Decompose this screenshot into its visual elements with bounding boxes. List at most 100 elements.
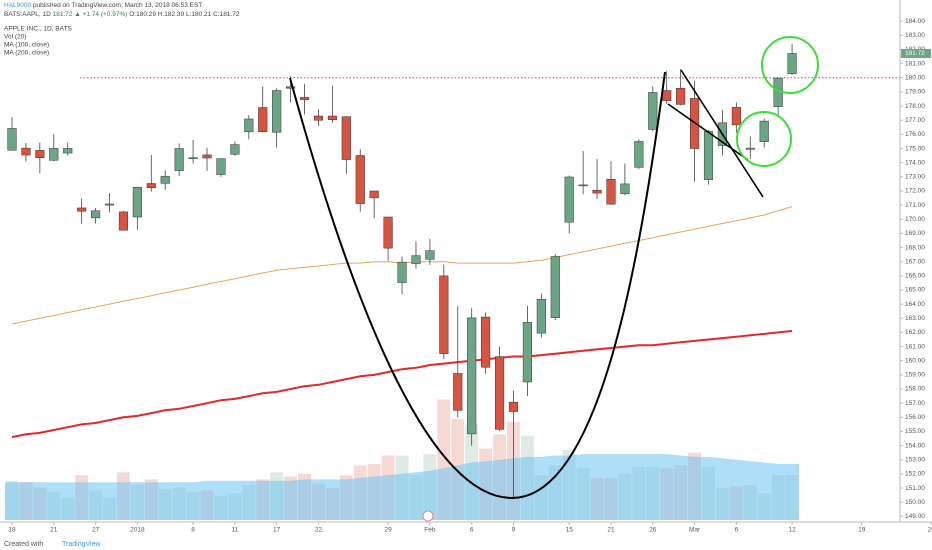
legend-entry: MA (100, close) xyxy=(4,42,49,49)
candle-body xyxy=(536,299,546,334)
candle-body xyxy=(676,88,686,105)
candle-body xyxy=(202,154,212,159)
y-tick-label: 154.00 xyxy=(905,442,925,449)
y-tick-label: 184.00 xyxy=(905,18,925,25)
x-tick-label: 9 xyxy=(512,527,516,534)
y-tick-label: 161.00 xyxy=(905,343,925,350)
x-tick-label: 8 xyxy=(191,527,195,534)
volume-ma-area xyxy=(5,454,800,520)
y-tick-label: 160.00 xyxy=(905,357,925,364)
last-price-label: 181.72 xyxy=(905,50,925,57)
candle-body xyxy=(481,316,491,368)
y-tick-label: 174.00 xyxy=(905,159,925,166)
axes: 149.00 150.00 151.00 152.00 153.00 154.00 155.… xyxy=(0,0,932,534)
y-tick-label: 180.00 xyxy=(905,75,925,82)
y-tick-label: 173.00 xyxy=(905,174,925,181)
y-tick-label: 158.00 xyxy=(905,386,925,393)
x-tick-label: 22 xyxy=(315,527,323,534)
y-tick-label: 164.00 xyxy=(905,301,925,308)
x-tick-label: 21 xyxy=(607,527,615,534)
y-tick-label: 152.00 xyxy=(905,471,925,478)
candle-body xyxy=(77,207,87,212)
y-tick-label: 159.00 xyxy=(905,372,925,379)
candle-body xyxy=(216,158,226,175)
x-tick-label: 29 xyxy=(384,527,392,534)
candle-body xyxy=(49,148,59,161)
y-tick-label: 157.00 xyxy=(905,400,925,407)
x-tick-label: 17 xyxy=(273,527,281,534)
published-note: published on TradingView.com, March 13, … xyxy=(33,2,202,9)
y-tick-label: 150.00 xyxy=(905,499,925,506)
y-tick-label: 175.00 xyxy=(905,145,925,152)
y-tick-label: 165.00 xyxy=(905,287,925,294)
candle-body xyxy=(118,211,129,231)
x-tick-label: 27 xyxy=(92,527,100,534)
candle-body xyxy=(745,147,755,150)
x-tick-label: Mar xyxy=(689,527,701,534)
candle-body xyxy=(63,148,73,154)
candle-body xyxy=(731,107,741,126)
candle-body xyxy=(550,256,560,318)
candle-body xyxy=(508,401,519,412)
x-tick-label: 12 xyxy=(788,527,796,534)
candle-body xyxy=(35,150,45,158)
x-tick-label: 18 xyxy=(8,527,16,534)
publisher-name: HAL9000 xyxy=(4,2,31,9)
candle-body xyxy=(160,176,170,184)
publisher: HAL9000 published on TradingView.com, Ma… xyxy=(4,2,202,9)
candle-body xyxy=(91,210,101,219)
candle-body xyxy=(369,190,379,199)
y-tick-label: 172.00 xyxy=(905,188,925,195)
highlight-circle xyxy=(736,111,792,167)
candle-body xyxy=(21,147,31,156)
x-tick-label: 19 xyxy=(858,527,866,534)
candle-body xyxy=(313,115,324,121)
candle-body xyxy=(258,107,268,132)
indicators xyxy=(5,77,900,520)
y-tick-label: 178.00 xyxy=(905,103,925,110)
chart-title: APPLE INC., 1D, BATS xyxy=(4,26,72,33)
x-tick-label: 6 xyxy=(470,527,474,534)
candle-body xyxy=(7,128,17,151)
candle-body xyxy=(146,183,156,188)
cup-drawing xyxy=(289,71,666,500)
y-tick-label: 166.00 xyxy=(905,273,925,280)
y-tick-label: 149.00 xyxy=(905,513,925,520)
candle-body xyxy=(634,141,644,168)
last-price-box xyxy=(901,48,931,58)
y-tick-label: 177.00 xyxy=(905,117,925,124)
x-tick-label: 21 xyxy=(50,527,58,534)
y-tick-label: 169.00 xyxy=(905,230,925,237)
y-tick-label: 162.00 xyxy=(905,329,925,336)
x-tick-label: 15 xyxy=(566,527,574,534)
y-tick-label: 163.00 xyxy=(905,315,925,322)
candle-body xyxy=(787,53,797,74)
last: 181.72 xyxy=(53,11,73,18)
candle-body xyxy=(439,275,449,354)
legend-entry: Vol (20) xyxy=(4,34,26,41)
legend-entry: MA (200, close) xyxy=(4,50,49,57)
candle-body xyxy=(244,118,254,133)
y-tick-label: 179.00 xyxy=(905,89,925,96)
candle-body xyxy=(397,261,407,283)
candle-body xyxy=(703,131,714,180)
footer-created: Created with xyxy=(4,541,43,548)
candle-body xyxy=(327,115,337,120)
x-tick-label: 11 xyxy=(232,527,239,534)
x-tick-label: Feb xyxy=(424,527,436,534)
y-tick-label: 183.00 xyxy=(905,32,925,39)
x-tick-label: 26 xyxy=(649,527,657,534)
candle-body xyxy=(341,116,351,160)
ma-line xyxy=(11,330,793,439)
candle-body xyxy=(104,203,115,206)
y-tick-label: 155.00 xyxy=(905,428,925,435)
candle-body xyxy=(578,184,588,187)
x-tick-label: 6 xyxy=(735,527,739,534)
candle-body xyxy=(494,356,505,430)
y-tick-label: 151.00 xyxy=(905,485,925,492)
candle-body xyxy=(286,86,296,89)
y-tick-label: 176.00 xyxy=(905,131,925,138)
candle-body xyxy=(411,255,421,264)
change: ▲ +1.74 (+0.97%) xyxy=(74,11,127,18)
